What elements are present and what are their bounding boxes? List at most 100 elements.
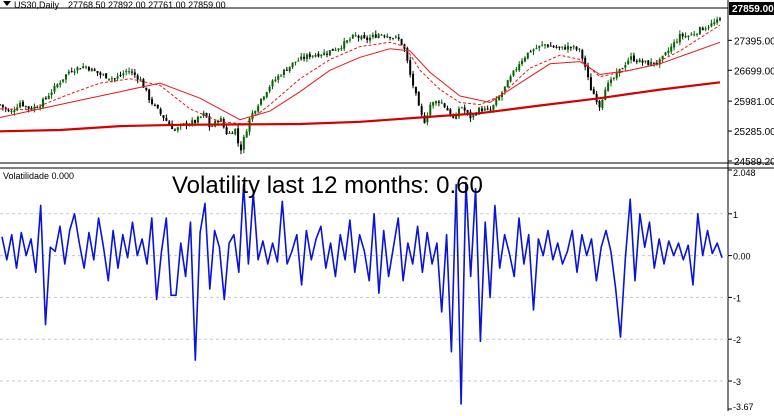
candle-body xyxy=(518,64,521,71)
candle-body xyxy=(39,106,42,108)
candle-body xyxy=(604,89,607,101)
candle-body xyxy=(664,52,667,56)
candle-body xyxy=(191,120,194,124)
candle-body xyxy=(231,132,234,134)
candle-body xyxy=(693,34,696,36)
candle-body xyxy=(704,28,707,30)
candle-body xyxy=(621,68,624,70)
candle-body xyxy=(509,76,512,82)
candle-body xyxy=(678,33,681,43)
candle-body xyxy=(503,86,506,92)
candle-body xyxy=(139,79,142,81)
volatility-annotation: Volatility last 12 months: 0.60 xyxy=(172,172,483,199)
candle-body xyxy=(658,59,661,65)
candle-body xyxy=(142,79,145,88)
candle-body xyxy=(440,102,443,104)
candle-body xyxy=(13,110,16,112)
candle-body xyxy=(19,102,22,108)
candle-body xyxy=(162,115,165,119)
candle-body xyxy=(96,71,99,74)
candle-body xyxy=(374,34,377,38)
candle-body xyxy=(495,99,498,106)
candle-body xyxy=(202,112,205,116)
volatility-grid xyxy=(0,213,728,382)
candle-body xyxy=(383,35,386,37)
candle-body xyxy=(239,144,242,151)
candle-body xyxy=(555,46,558,48)
candle-body xyxy=(260,98,263,105)
candle-body xyxy=(93,69,96,71)
candle-body xyxy=(334,49,337,51)
candle-body xyxy=(572,46,575,48)
candle-body xyxy=(16,107,19,111)
candle-body xyxy=(569,46,572,48)
price-tick-label: 27395.00 xyxy=(734,36,774,47)
candle-body xyxy=(558,46,561,48)
candle-body xyxy=(644,60,647,62)
ma-line-ma-slow xyxy=(0,81,721,133)
candle-body xyxy=(323,52,326,56)
candle-body xyxy=(544,44,547,46)
candle-body xyxy=(584,57,587,67)
candle-body xyxy=(538,45,541,48)
triangle-down-icon xyxy=(3,1,11,6)
candle-body xyxy=(303,56,306,59)
candle-body xyxy=(578,48,581,50)
candle-body xyxy=(690,34,693,36)
candle-body xyxy=(466,110,469,113)
candle-body xyxy=(615,71,618,79)
candle-body xyxy=(609,79,612,84)
volatility-line-series xyxy=(1,181,723,405)
candle-body xyxy=(681,33,684,37)
candle-body xyxy=(363,35,366,39)
candle-body xyxy=(113,78,116,80)
candle-body xyxy=(489,109,492,111)
candle-body xyxy=(99,72,102,75)
candle-body xyxy=(426,115,429,123)
candle-body xyxy=(343,41,346,49)
candle-body xyxy=(108,78,111,80)
candle-body xyxy=(460,107,463,109)
candle-body xyxy=(414,86,417,94)
candle-body xyxy=(429,104,432,116)
candle-body xyxy=(529,51,532,53)
candle-body xyxy=(44,97,47,99)
last-price-tag: 27859.00 xyxy=(729,2,774,15)
candle-body xyxy=(380,34,383,36)
candle-body xyxy=(119,75,122,77)
candle-body xyxy=(262,96,265,100)
candle-body xyxy=(701,27,704,31)
candle-body xyxy=(194,120,197,123)
candle-body xyxy=(36,107,39,109)
candle-body xyxy=(409,60,412,75)
candle-body xyxy=(300,56,303,60)
candle-body xyxy=(331,48,334,51)
candle-body xyxy=(110,78,113,80)
candle-body xyxy=(357,35,360,38)
price-tick-label: 25981.00 xyxy=(734,97,774,108)
candle-body xyxy=(73,71,76,73)
candle-body xyxy=(386,36,389,38)
candle-body xyxy=(242,136,245,150)
candle-body xyxy=(463,107,466,111)
candle-body xyxy=(713,22,716,25)
candle-body xyxy=(168,121,171,125)
candle-body xyxy=(87,66,90,71)
candle-body xyxy=(532,49,535,52)
candlestick-series xyxy=(0,16,721,155)
candle-body xyxy=(601,99,604,109)
candle-body xyxy=(196,116,199,123)
candle-body xyxy=(607,82,610,91)
candle-body xyxy=(128,71,131,73)
candle-body xyxy=(515,69,518,71)
candle-body xyxy=(285,69,288,71)
candle-body xyxy=(294,61,297,63)
candle-body xyxy=(696,33,699,35)
candle-body xyxy=(151,99,154,104)
ma-line-ma-medium xyxy=(0,41,721,121)
candle-body xyxy=(575,46,578,50)
symbol-title: US30,Daily xyxy=(14,0,60,10)
candle-body xyxy=(432,102,435,106)
candle-body xyxy=(47,95,50,99)
